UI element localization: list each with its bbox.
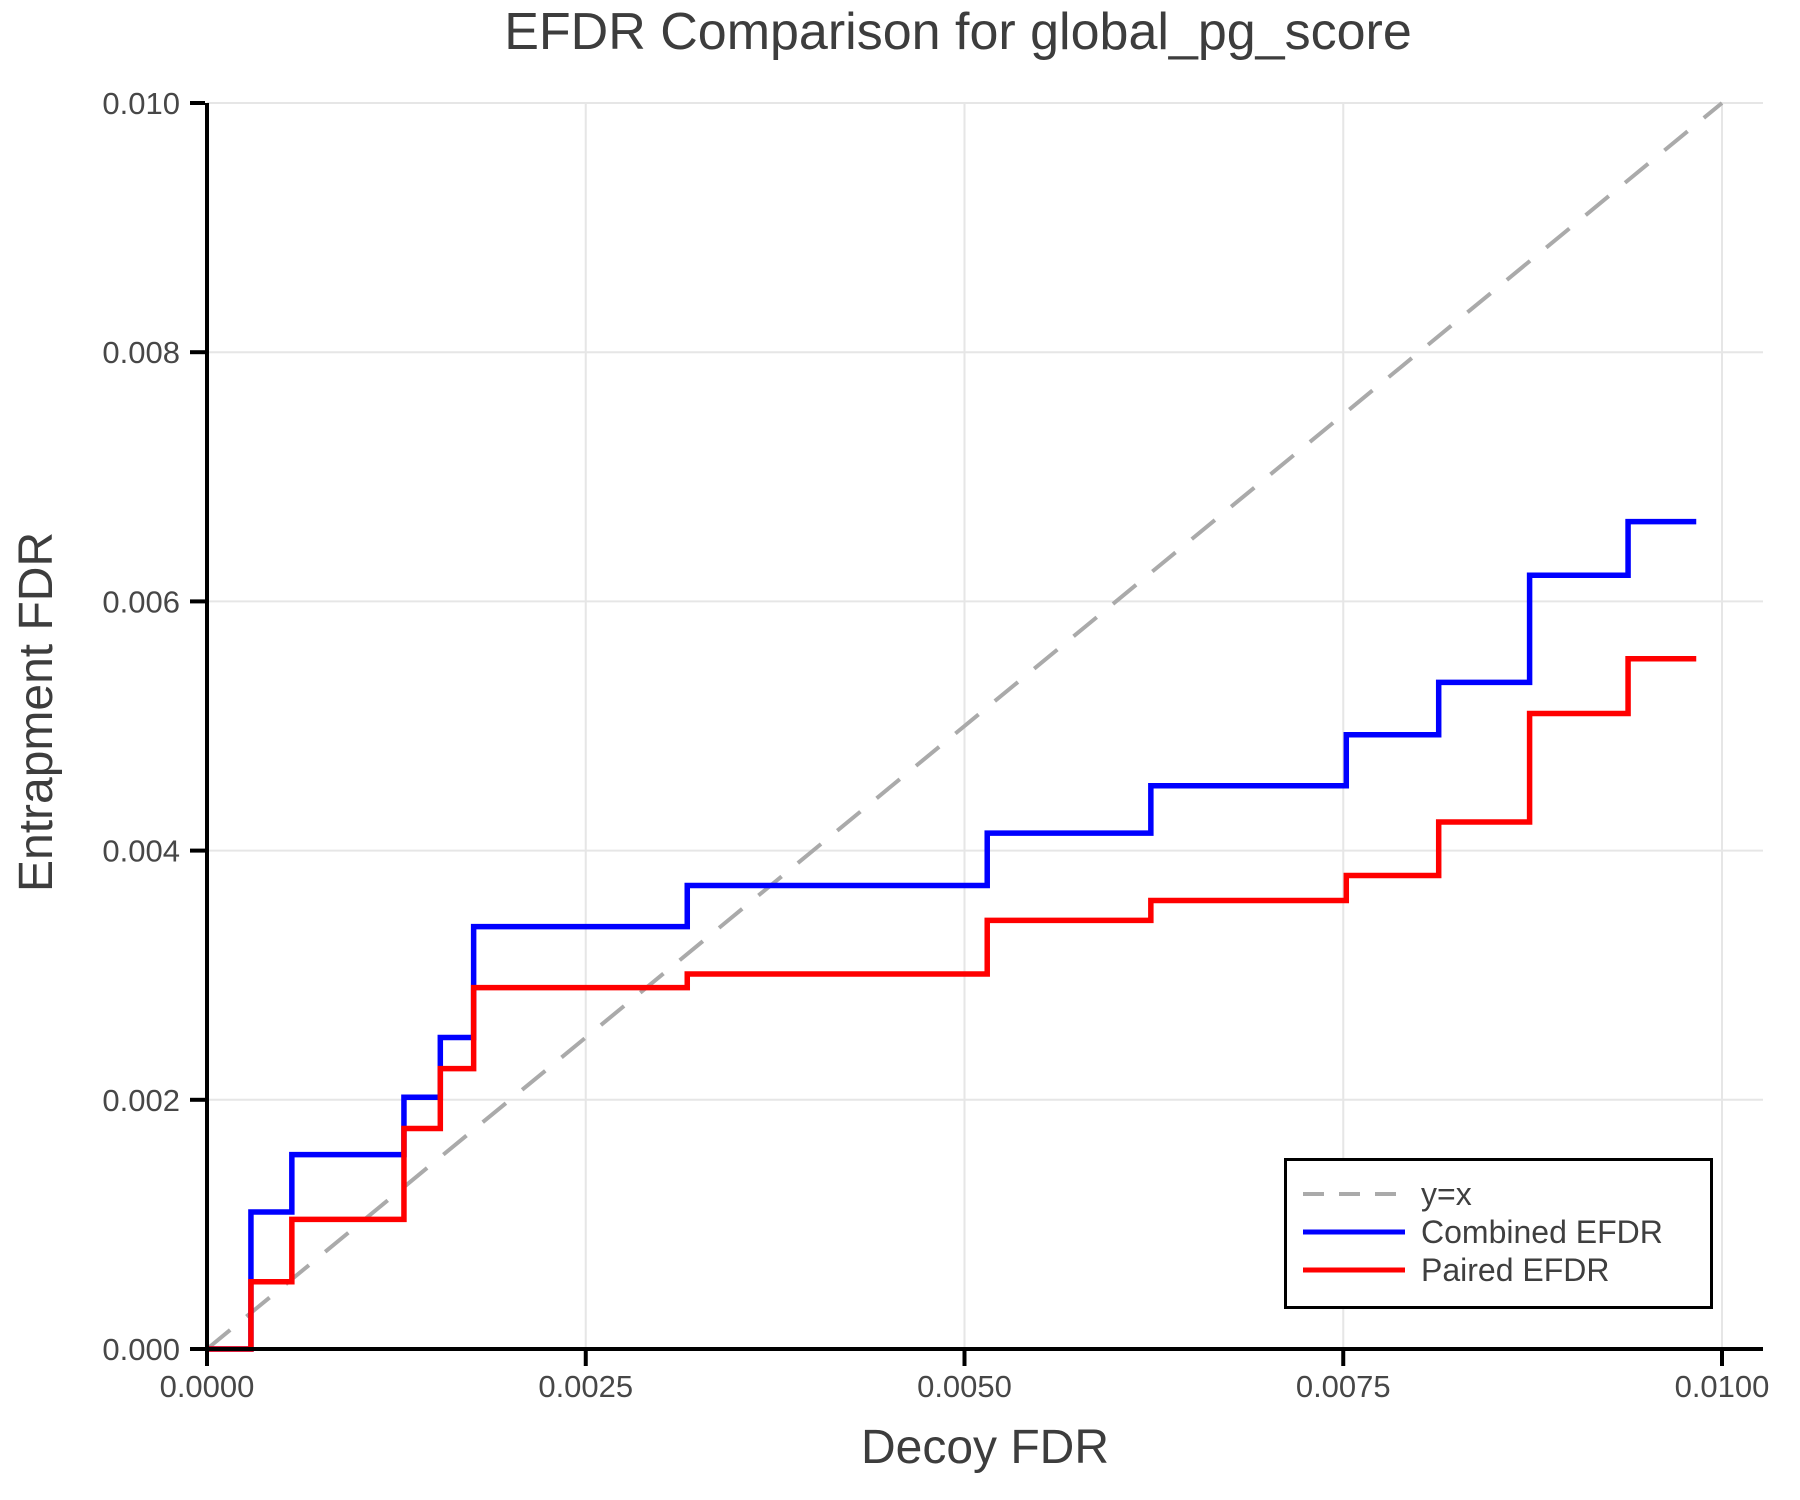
blue-line-swatch-icon [1303, 1229, 1405, 1235]
y-tick-label: 0.010 [102, 86, 180, 121]
series-yx-line [205, 101, 1724, 1351]
legend-label-combined-efdr: Combined EFDR [1421, 1213, 1663, 1250]
series-combined-efdr [207, 518, 1697, 1352]
x-tick-label: 0.0050 [917, 1369, 1012, 1404]
legend: y=x Combined EFDR Paired EFDR [1284, 1158, 1713, 1309]
y-tick-label: 0.000 [102, 1332, 180, 1367]
x-axis-label: Decoy FDR [860, 1421, 1110, 1474]
legend-item-yx: y=x [1287, 1175, 1710, 1213]
legend-item-paired-efdr: Paired EFDR [1287, 1251, 1710, 1289]
series-paired-efdr [207, 655, 1697, 1352]
y-axis-label: Entrapment FDR [10, 531, 63, 892]
y-tick-label: 0.002 [102, 1083, 180, 1118]
legend-label-paired-efdr: Paired EFDR [1421, 1251, 1610, 1288]
dashed-line-swatch-icon [1303, 1192, 1405, 1196]
legend-item-combined-efdr: Combined EFDR [1287, 1213, 1710, 1251]
y-tick-label: 0.006 [102, 584, 180, 619]
y-tick-label: 0.004 [102, 834, 180, 869]
chart-title: EFDR Comparison for global_pg_score [504, 3, 1412, 61]
y-tick-label: 0.008 [102, 335, 180, 370]
red-line-swatch-icon [1303, 1267, 1405, 1273]
x-tick-label: 0.0100 [1675, 1369, 1770, 1404]
x-tick-label: 0.0075 [1296, 1369, 1391, 1404]
legend-label-yx: y=x [1421, 1175, 1472, 1212]
x-tick-label: 0.0025 [538, 1369, 633, 1404]
x-tick-label: 0.0000 [160, 1369, 255, 1404]
